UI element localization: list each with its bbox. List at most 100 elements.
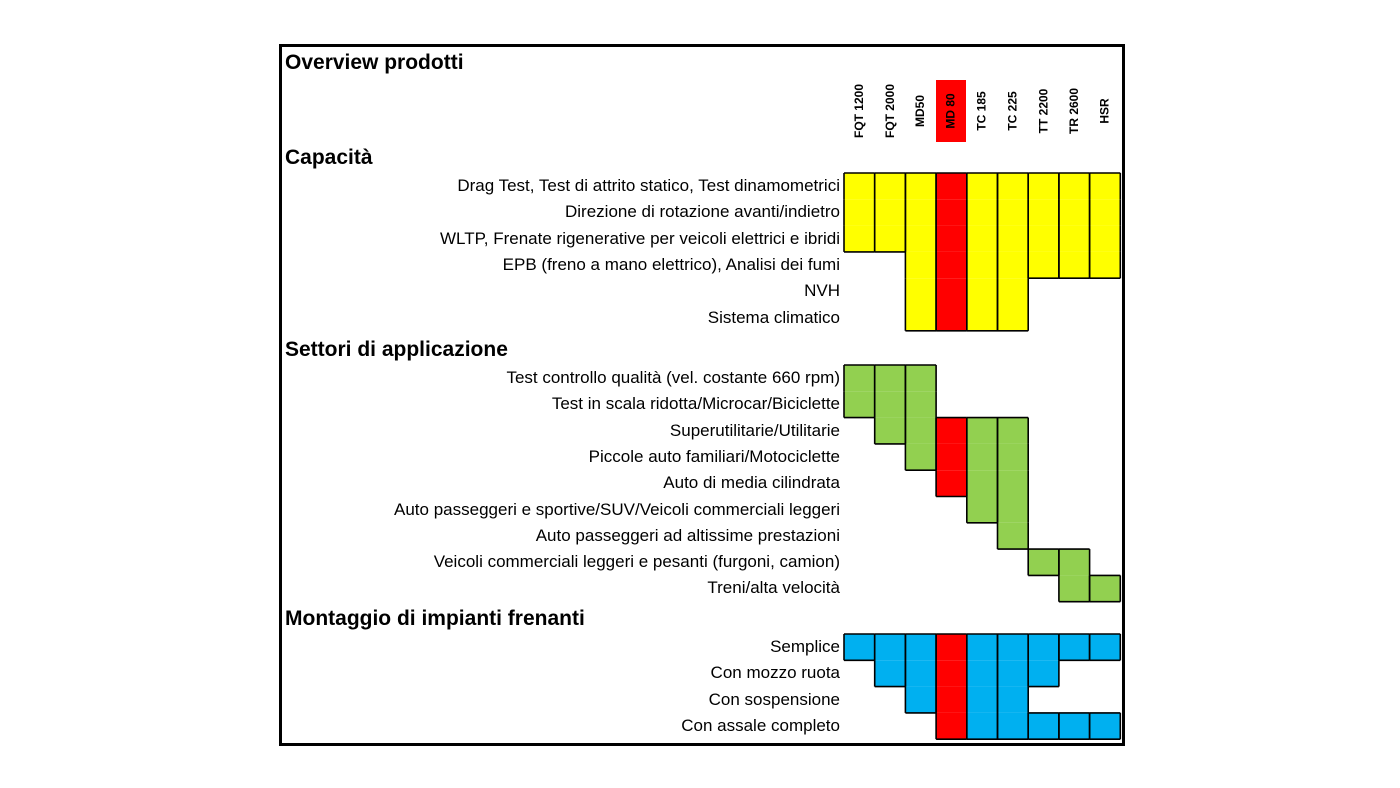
column-header: MD 80 bbox=[936, 80, 967, 142]
matrix-cell bbox=[936, 634, 967, 661]
matrix-cell bbox=[997, 660, 1029, 687]
chart-frame bbox=[279, 44, 1125, 746]
matrix-cell bbox=[936, 173, 967, 200]
matrix-cell bbox=[1089, 251, 1121, 279]
matrix-cell bbox=[936, 225, 967, 252]
row-label: Sistema climatico bbox=[707, 307, 840, 327]
matrix-cell bbox=[997, 251, 1029, 279]
matrix-cell bbox=[997, 173, 1029, 200]
matrix-cell bbox=[966, 173, 998, 200]
matrix-cell bbox=[966, 660, 998, 687]
matrix-cell bbox=[874, 225, 906, 252]
row-label: Drag Test, Test di attrito statico, Test… bbox=[457, 176, 840, 195]
matrix-cell bbox=[905, 634, 937, 661]
matrix-cell bbox=[936, 712, 967, 740]
matrix-cell bbox=[874, 660, 906, 687]
matrix-cell bbox=[997, 225, 1029, 252]
matrix-cell bbox=[1028, 634, 1059, 661]
row-label: Con assale completo bbox=[681, 715, 840, 735]
matrix-cell bbox=[874, 417, 906, 444]
matrix-cell bbox=[936, 278, 967, 305]
row-label: Superutilitarie/Utilitarie bbox=[669, 420, 840, 440]
matrix-cell bbox=[1058, 549, 1090, 576]
row-label: Auto passeggeri ad altissime prestazioni bbox=[535, 525, 840, 545]
matrix-cell bbox=[1028, 173, 1059, 200]
matrix-cell bbox=[997, 470, 1029, 497]
matrix-cell bbox=[905, 417, 937, 444]
matrix-cell bbox=[874, 199, 906, 226]
matrix-cell bbox=[966, 278, 998, 305]
matrix-cell bbox=[905, 443, 937, 471]
row-label: EPB (freno a mano elettrico), Analisi de… bbox=[502, 254, 840, 274]
matrix-cell bbox=[1058, 575, 1090, 602]
matrix-cell bbox=[874, 365, 906, 392]
matrix-cell bbox=[905, 251, 937, 279]
matrix-cell bbox=[966, 251, 998, 279]
matrix-cell bbox=[936, 417, 967, 444]
matrix-cell bbox=[844, 225, 875, 252]
matrix-cell bbox=[874, 173, 906, 200]
matrix-cell bbox=[905, 173, 937, 200]
matrix-cell bbox=[936, 470, 967, 497]
matrix-cell bbox=[1028, 225, 1059, 252]
matrix-cell bbox=[844, 173, 875, 200]
matrix-cell bbox=[1028, 660, 1059, 687]
row-label: Auto di media cilindrata bbox=[663, 473, 840, 493]
matrix-cell bbox=[936, 660, 967, 687]
matrix-cell bbox=[997, 522, 1029, 550]
matrix-cell bbox=[966, 417, 998, 444]
matrix-cell bbox=[966, 712, 998, 740]
row-label: Semplice bbox=[770, 637, 840, 656]
section-title: Settori di applicazione bbox=[285, 338, 508, 361]
matrix-cell bbox=[844, 365, 875, 392]
row-label: Test controllo qualità (vel. costante 66… bbox=[506, 368, 840, 387]
row-label: Test in scala ridotta/Microcar/Biciclett… bbox=[551, 394, 840, 414]
matrix-cell bbox=[1028, 712, 1059, 740]
matrix-cell bbox=[1028, 549, 1059, 576]
matrix-cell bbox=[997, 278, 1029, 305]
matrix-cell bbox=[1058, 712, 1090, 740]
matrix-cell bbox=[1058, 173, 1090, 200]
matrix-cell bbox=[936, 304, 967, 331]
row-label: Direzione di rotazione avanti/indietro bbox=[565, 202, 840, 222]
matrix-cell bbox=[966, 686, 998, 713]
matrix-cell bbox=[905, 686, 937, 713]
matrix-cell bbox=[1058, 199, 1090, 226]
matrix-cell bbox=[905, 199, 937, 226]
matrix-cell bbox=[1028, 199, 1059, 226]
matrix-cell bbox=[1058, 225, 1090, 252]
matrix-cell bbox=[966, 470, 998, 497]
matrix-cell bbox=[966, 634, 998, 661]
matrix-cell bbox=[1089, 634, 1121, 661]
row-label: NVH bbox=[804, 281, 840, 301]
section-title: Capacità bbox=[285, 146, 373, 169]
matrix-cell bbox=[905, 391, 937, 418]
matrix-cell bbox=[905, 225, 937, 252]
matrix-cell bbox=[874, 634, 906, 661]
matrix-cell bbox=[936, 686, 967, 713]
matrix-cell bbox=[905, 304, 937, 331]
matrix-cell bbox=[997, 634, 1029, 661]
matrix-cell bbox=[1058, 634, 1090, 661]
matrix-cell bbox=[1028, 251, 1059, 279]
matrix-cell bbox=[966, 443, 998, 471]
matrix-cell bbox=[997, 686, 1029, 713]
matrix-cell bbox=[844, 634, 875, 661]
matrix-cell bbox=[966, 496, 998, 523]
matrix-cell bbox=[1089, 575, 1121, 602]
matrix-cell bbox=[997, 712, 1029, 740]
matrix-cell bbox=[1089, 225, 1121, 252]
row-label: Treni/alta velocità bbox=[707, 578, 840, 598]
matrix-cell bbox=[997, 417, 1029, 444]
matrix-cell bbox=[905, 660, 937, 687]
chart-title: Overview prodotti bbox=[285, 51, 464, 74]
matrix-cell bbox=[966, 225, 998, 252]
matrix-cell bbox=[1089, 173, 1121, 200]
row-label: Piccole auto familiari/Motociclette bbox=[588, 446, 840, 466]
row-label: Con mozzo ruota bbox=[710, 663, 840, 683]
matrix-cell bbox=[966, 199, 998, 226]
matrix-cell bbox=[1089, 712, 1121, 740]
row-label: WLTP, Frenate rigenerative per veicoli e… bbox=[440, 228, 840, 248]
matrix-cell bbox=[874, 391, 906, 418]
